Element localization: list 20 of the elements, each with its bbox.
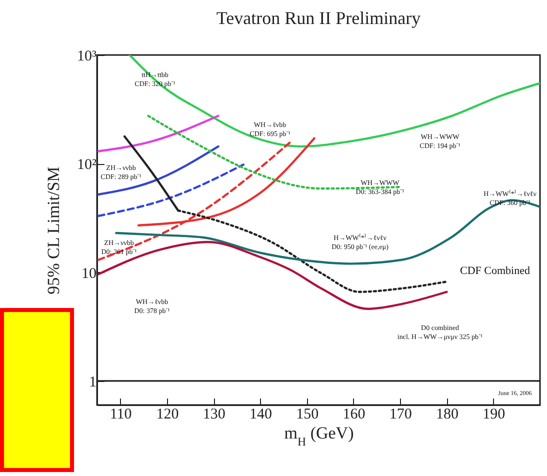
x-tick-label: 190 xyxy=(482,406,506,422)
y-tick-label: 10² xyxy=(77,157,97,174)
y-tick-label: 10³ xyxy=(77,48,97,64)
x-tick-label: 110 xyxy=(110,406,132,422)
line-series xyxy=(97,240,448,310)
annotation: CDF Combined xyxy=(460,265,530,277)
x-tick-label: 140 xyxy=(249,406,272,422)
x-axis-title: m$_{H}$ (GeV) xyxy=(284,424,354,448)
x-tick-label: 170 xyxy=(389,406,412,422)
line-series xyxy=(147,114,403,190)
x-tick-label: 120 xyxy=(156,406,179,422)
y-tick-label: 10 xyxy=(82,266,96,282)
x-tick-label: 180 xyxy=(436,406,458,422)
x-tick-label: 160 xyxy=(342,406,366,422)
y-axis-title: 95% CL Limit/SM xyxy=(44,166,64,294)
y-tick-label: 1 xyxy=(89,374,96,390)
x-tick-label: 130 xyxy=(202,406,226,422)
x-tick-label: 150 xyxy=(296,406,319,422)
line-series xyxy=(128,55,540,148)
chart-title: Tevatron Run II Preliminary xyxy=(216,8,421,28)
